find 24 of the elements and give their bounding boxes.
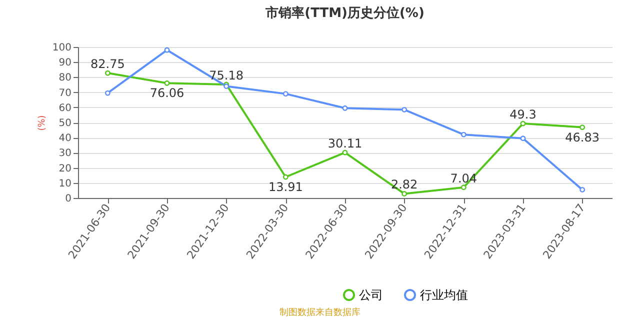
y-tick-label: 80: [58, 72, 72, 84]
y-tick-label: 40: [58, 133, 72, 144]
legend-label: 行业均值: [420, 288, 468, 302]
data-label: 75.18: [209, 68, 244, 82]
y-tick-label: 0: [65, 194, 72, 204]
y-tick-label: 30: [58, 148, 72, 160]
y-tick-label: 10: [58, 178, 72, 190]
y-tick-label: 70: [58, 88, 72, 99]
data-label: 49.3: [510, 108, 536, 122]
y-tick-label: 90: [58, 58, 72, 69]
data-label: 13.91: [268, 180, 303, 194]
text: 制图数据来自数据库: [278, 306, 362, 319]
chart-title: 市销率(TTM)历史分位(%): [264, 5, 424, 21]
legend-label: 公司: [359, 288, 383, 302]
data-label: 82.75: [90, 57, 125, 72]
y-tick-label: 60: [58, 102, 72, 114]
data-label: 30.11: [328, 136, 362, 151]
y-tick-label: 20: [58, 163, 72, 174]
y-tick-label: 100: [52, 42, 72, 54]
data-label: 46.83: [565, 130, 600, 144]
data-label: 76.06: [150, 86, 184, 100]
y-axis-title: (%): [37, 115, 48, 131]
y-tick-label: 50: [58, 118, 72, 129]
data-label: 2.82: [390, 178, 418, 192]
